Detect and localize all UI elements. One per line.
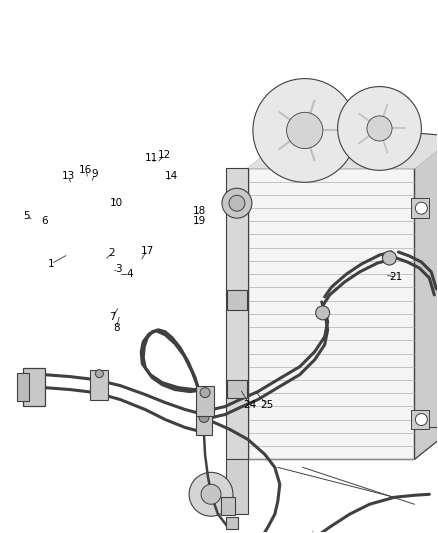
Circle shape — [382, 251, 396, 265]
Polygon shape — [414, 136, 438, 459]
Text: 7: 7 — [109, 312, 115, 322]
Text: 3: 3 — [115, 264, 122, 274]
Text: 24: 24 — [243, 400, 256, 410]
Bar — [196, 385, 214, 416]
Text: 13: 13 — [62, 171, 75, 181]
Bar — [17, 373, 28, 401]
Circle shape — [338, 86, 421, 171]
Circle shape — [253, 78, 357, 182]
Text: 14: 14 — [164, 171, 177, 181]
Circle shape — [367, 116, 392, 141]
Text: 16: 16 — [79, 165, 92, 175]
Text: 25: 25 — [261, 400, 274, 410]
Polygon shape — [248, 132, 438, 168]
Bar — [90, 370, 108, 400]
Text: 9: 9 — [91, 168, 98, 179]
Circle shape — [199, 413, 209, 423]
Bar — [411, 409, 429, 430]
Bar — [288, 136, 438, 427]
Text: 21: 21 — [389, 272, 403, 282]
Bar — [221, 497, 235, 515]
Circle shape — [415, 202, 427, 214]
Bar — [227, 379, 247, 398]
Bar — [196, 414, 212, 435]
Circle shape — [189, 472, 233, 516]
Text: 10: 10 — [110, 198, 123, 208]
Circle shape — [229, 195, 245, 211]
Circle shape — [95, 370, 103, 378]
Polygon shape — [248, 136, 438, 168]
Text: 5: 5 — [23, 211, 29, 221]
Text: 17: 17 — [140, 246, 154, 255]
Circle shape — [415, 414, 427, 425]
Bar — [226, 517, 238, 529]
Circle shape — [286, 112, 323, 149]
Circle shape — [222, 188, 252, 218]
Text: 6: 6 — [41, 216, 48, 227]
Circle shape — [201, 484, 221, 504]
Text: 11: 11 — [145, 152, 158, 163]
Text: 18: 18 — [193, 206, 206, 216]
Bar — [23, 368, 45, 406]
Circle shape — [200, 387, 210, 398]
Polygon shape — [248, 427, 438, 459]
Bar — [227, 290, 247, 310]
Text: 2: 2 — [109, 248, 115, 258]
Text: 19: 19 — [193, 216, 206, 227]
Bar — [226, 459, 248, 514]
Bar — [226, 168, 248, 459]
Circle shape — [316, 306, 330, 320]
Text: 1: 1 — [48, 259, 54, 269]
Text: 4: 4 — [126, 270, 133, 279]
Text: 12: 12 — [158, 150, 171, 160]
Text: 8: 8 — [113, 322, 120, 333]
Bar — [248, 168, 414, 459]
Bar — [411, 198, 429, 218]
